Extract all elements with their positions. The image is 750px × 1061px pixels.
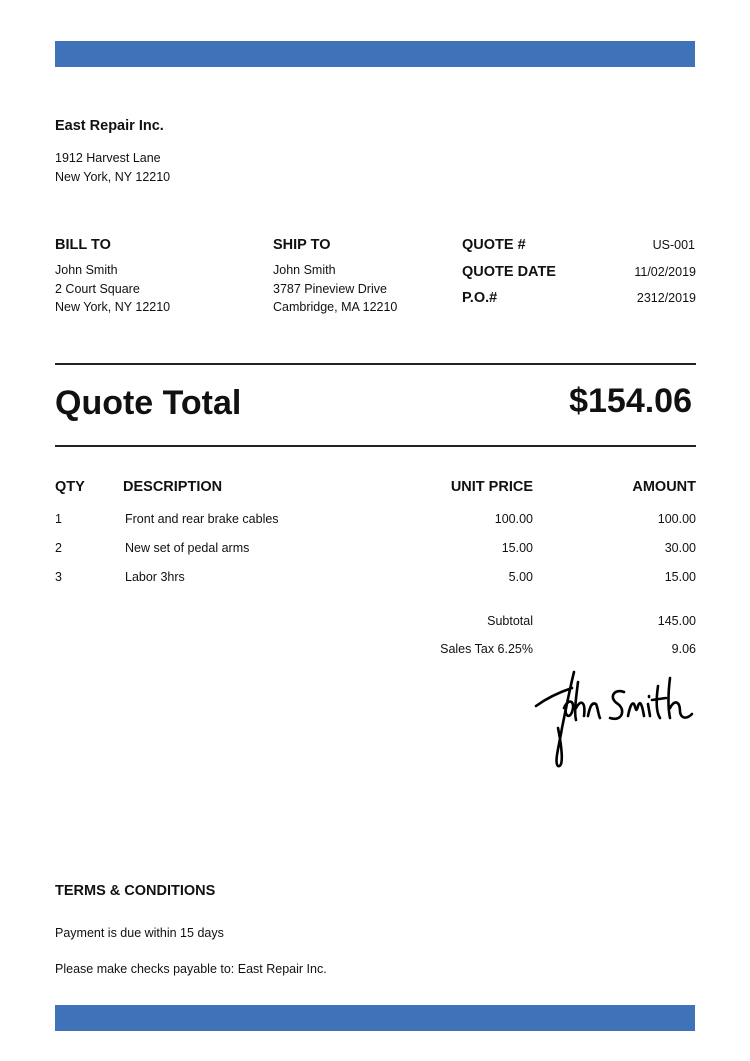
- row-description: New set of pedal arms: [125, 541, 250, 555]
- company-address-line1: 1912 Harvest Lane: [55, 151, 161, 165]
- company-name: East Repair Inc.: [55, 118, 164, 134]
- row-qty: 1: [55, 512, 62, 526]
- ship-to-name: John Smith: [273, 263, 336, 277]
- row-qty: 3: [55, 570, 62, 584]
- quote-date-value: 11/02/2019: [634, 265, 696, 279]
- ship-to-line1: 3787 Pineview Drive: [273, 282, 387, 296]
- row-unit-price: 15.00: [501, 541, 533, 555]
- signature-image: [534, 670, 694, 768]
- row-amount: 15.00: [664, 570, 696, 584]
- row-description: Front and rear brake cables: [125, 512, 279, 526]
- sales-tax-value: 9.06: [671, 642, 696, 656]
- divider: [55, 363, 696, 365]
- header-qty: QTY: [55, 479, 85, 495]
- ship-to-heading: SHIP TO: [273, 237, 331, 253]
- header-description: DESCRIPTION: [123, 479, 223, 495]
- subtotal-label: Subtotal: [487, 614, 533, 628]
- po-label: P.O.#: [462, 290, 498, 306]
- ship-to-line2: Cambridge, MA 12210: [273, 300, 398, 314]
- row-amount: 30.00: [664, 541, 696, 555]
- quote-number-label: QUOTE #: [462, 237, 526, 253]
- terms-heading: TERMS & CONDITIONS: [55, 883, 216, 899]
- header-unit-price: UNIT PRICE: [450, 479, 533, 495]
- row-description: Labor 3hrs: [125, 570, 185, 584]
- bill-to-line2: New York, NY 12210: [55, 300, 171, 314]
- quote-date-label: QUOTE DATE: [462, 264, 556, 280]
- header-amount: AMOUNT: [632, 479, 696, 495]
- row-unit-price: 5.00: [508, 570, 533, 584]
- bill-to-heading: BILL TO: [55, 237, 111, 253]
- sales-tax-label: Sales Tax 6.25%: [440, 642, 533, 656]
- terms-line2: Please make checks payable to: East Repa…: [55, 962, 327, 976]
- quote-number-value: US-001: [652, 238, 695, 252]
- bottom-accent-bar: [55, 1005, 695, 1031]
- subtotal-value: 145.00: [657, 614, 696, 628]
- po-value: 2312/2019: [636, 291, 696, 305]
- quote-total-value: $154.06: [569, 382, 692, 420]
- bill-to-line1: 2 Court Square: [55, 282, 140, 296]
- row-qty: 2: [55, 541, 62, 555]
- top-accent-bar: [55, 41, 695, 67]
- row-amount: 100.00: [657, 512, 696, 526]
- bill-to-name: John Smith: [55, 263, 118, 277]
- quote-total-label: Quote Total: [55, 384, 242, 422]
- company-address-line2: New York, NY 12210: [55, 170, 171, 184]
- divider: [55, 445, 696, 447]
- row-unit-price: 100.00: [494, 512, 533, 526]
- terms-line1: Payment is due within 15 days: [55, 926, 224, 940]
